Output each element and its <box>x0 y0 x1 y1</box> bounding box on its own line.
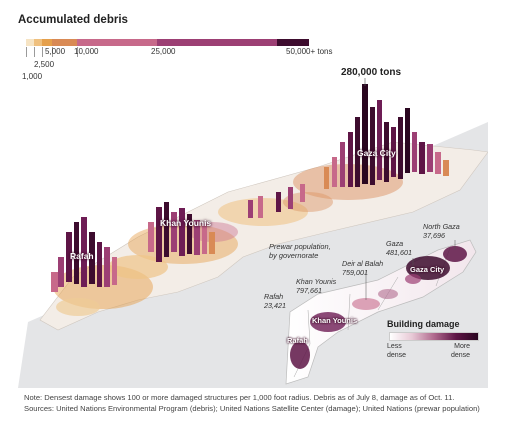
governorate-population: 37,696 <box>423 231 445 240</box>
governorate-population: 797,661 <box>296 286 322 295</box>
legend-segment <box>77 39 157 46</box>
legend-label-1000: 1,000 <box>22 72 43 81</box>
chart-title: Accumulated debris <box>18 14 128 26</box>
map-label-khan-younis: Khan Younis <box>160 218 212 228</box>
rafah-debris-cluster <box>51 217 117 292</box>
inset-label-gaza-city: Gaza City <box>410 265 445 274</box>
gaza-strip-outline <box>39 141 488 331</box>
population-title-line1: Prewar population, <box>269 242 331 251</box>
less-line1: Less <box>387 343 402 350</box>
note-line2: Sources: United Nations Environmental Pr… <box>24 403 480 413</box>
legend-label-50000: 50,000+ tons <box>286 47 333 56</box>
legend-segment <box>42 39 52 46</box>
debris-fields <box>53 164 403 316</box>
more-line2: dense <box>451 351 471 359</box>
legend-tick <box>52 47 53 57</box>
legend-tick <box>26 47 27 57</box>
governorate-name: Khan Younis <box>296 277 337 286</box>
population-title: Prewar population, by governorate <box>269 242 331 260</box>
governorate-name: North Gaza <box>423 222 460 231</box>
governorate-boundary <box>347 293 351 331</box>
gaza-debris-map <box>18 78 488 388</box>
legend-segment <box>26 39 34 46</box>
legend-tick <box>77 47 78 57</box>
governorate-population: 23,421 <box>264 301 286 310</box>
governorate-name: Deir al Balah <box>342 259 384 268</box>
governorate-population: 481,601 <box>386 248 412 257</box>
building-damage-title: Building damage <box>387 319 460 329</box>
legend-segment <box>52 39 77 46</box>
legend-label-2500: 2,500 <box>34 60 55 69</box>
governorate-population: 759,001 <box>342 268 368 277</box>
governorate-gaza: Gaza 481,601 <box>386 239 412 257</box>
legend-label-10000: 10,000 <box>74 47 99 56</box>
less-line2: dense <box>387 351 407 359</box>
deir-al-balah-debris <box>248 184 305 218</box>
legend-label-25000: 25,000 <box>151 47 176 56</box>
note-line1: Note: Densest damage shows 100 or more d… <box>24 393 455 402</box>
governorate-khan-younis: Khan Younis 797,661 <box>296 277 336 295</box>
legend-label-5000: 5,000 <box>45 47 66 56</box>
legend-segment <box>157 39 277 46</box>
legend-segment <box>277 39 309 46</box>
governorate-north-gaza: North Gaza 37,696 <box>423 222 460 240</box>
map-label-rafah: Rafah <box>70 251 94 261</box>
governorate-deir-al-balah: Deir al Balah 759,001 <box>342 259 383 277</box>
population-title-line2: by governorate <box>269 251 319 260</box>
debris-legend-bar <box>26 39 309 46</box>
legend-segment <box>34 39 42 46</box>
peak-debris-label: 280,000 tons <box>341 67 402 78</box>
building-damage-gradient <box>389 332 479 341</box>
peak-debris-column <box>362 84 368 184</box>
source-note: Note: Densest damage shows 100 or more d… <box>24 393 506 414</box>
governorate-rafah: Rafah 23,421 <box>264 292 286 310</box>
building-damage-inset <box>285 239 477 385</box>
gaza-city-debris-cluster <box>324 84 449 189</box>
map-label-gaza-city: Gaza City <box>357 148 396 158</box>
inset-label-khan-younis: Khan Younis <box>312 316 358 325</box>
governorate-name: Rafah <box>264 292 284 301</box>
governorate-name: Gaza <box>386 239 404 248</box>
legend-tick <box>42 47 43 57</box>
legend-tick <box>34 47 35 57</box>
building-damage-more-label: More dense <box>451 343 470 360</box>
inset-label-rafah: Rafah <box>287 336 308 345</box>
building-damage-less-label: Less dense <box>387 343 406 360</box>
more-line1: More <box>454 343 471 350</box>
khan-younis-debris-cluster <box>148 202 215 262</box>
